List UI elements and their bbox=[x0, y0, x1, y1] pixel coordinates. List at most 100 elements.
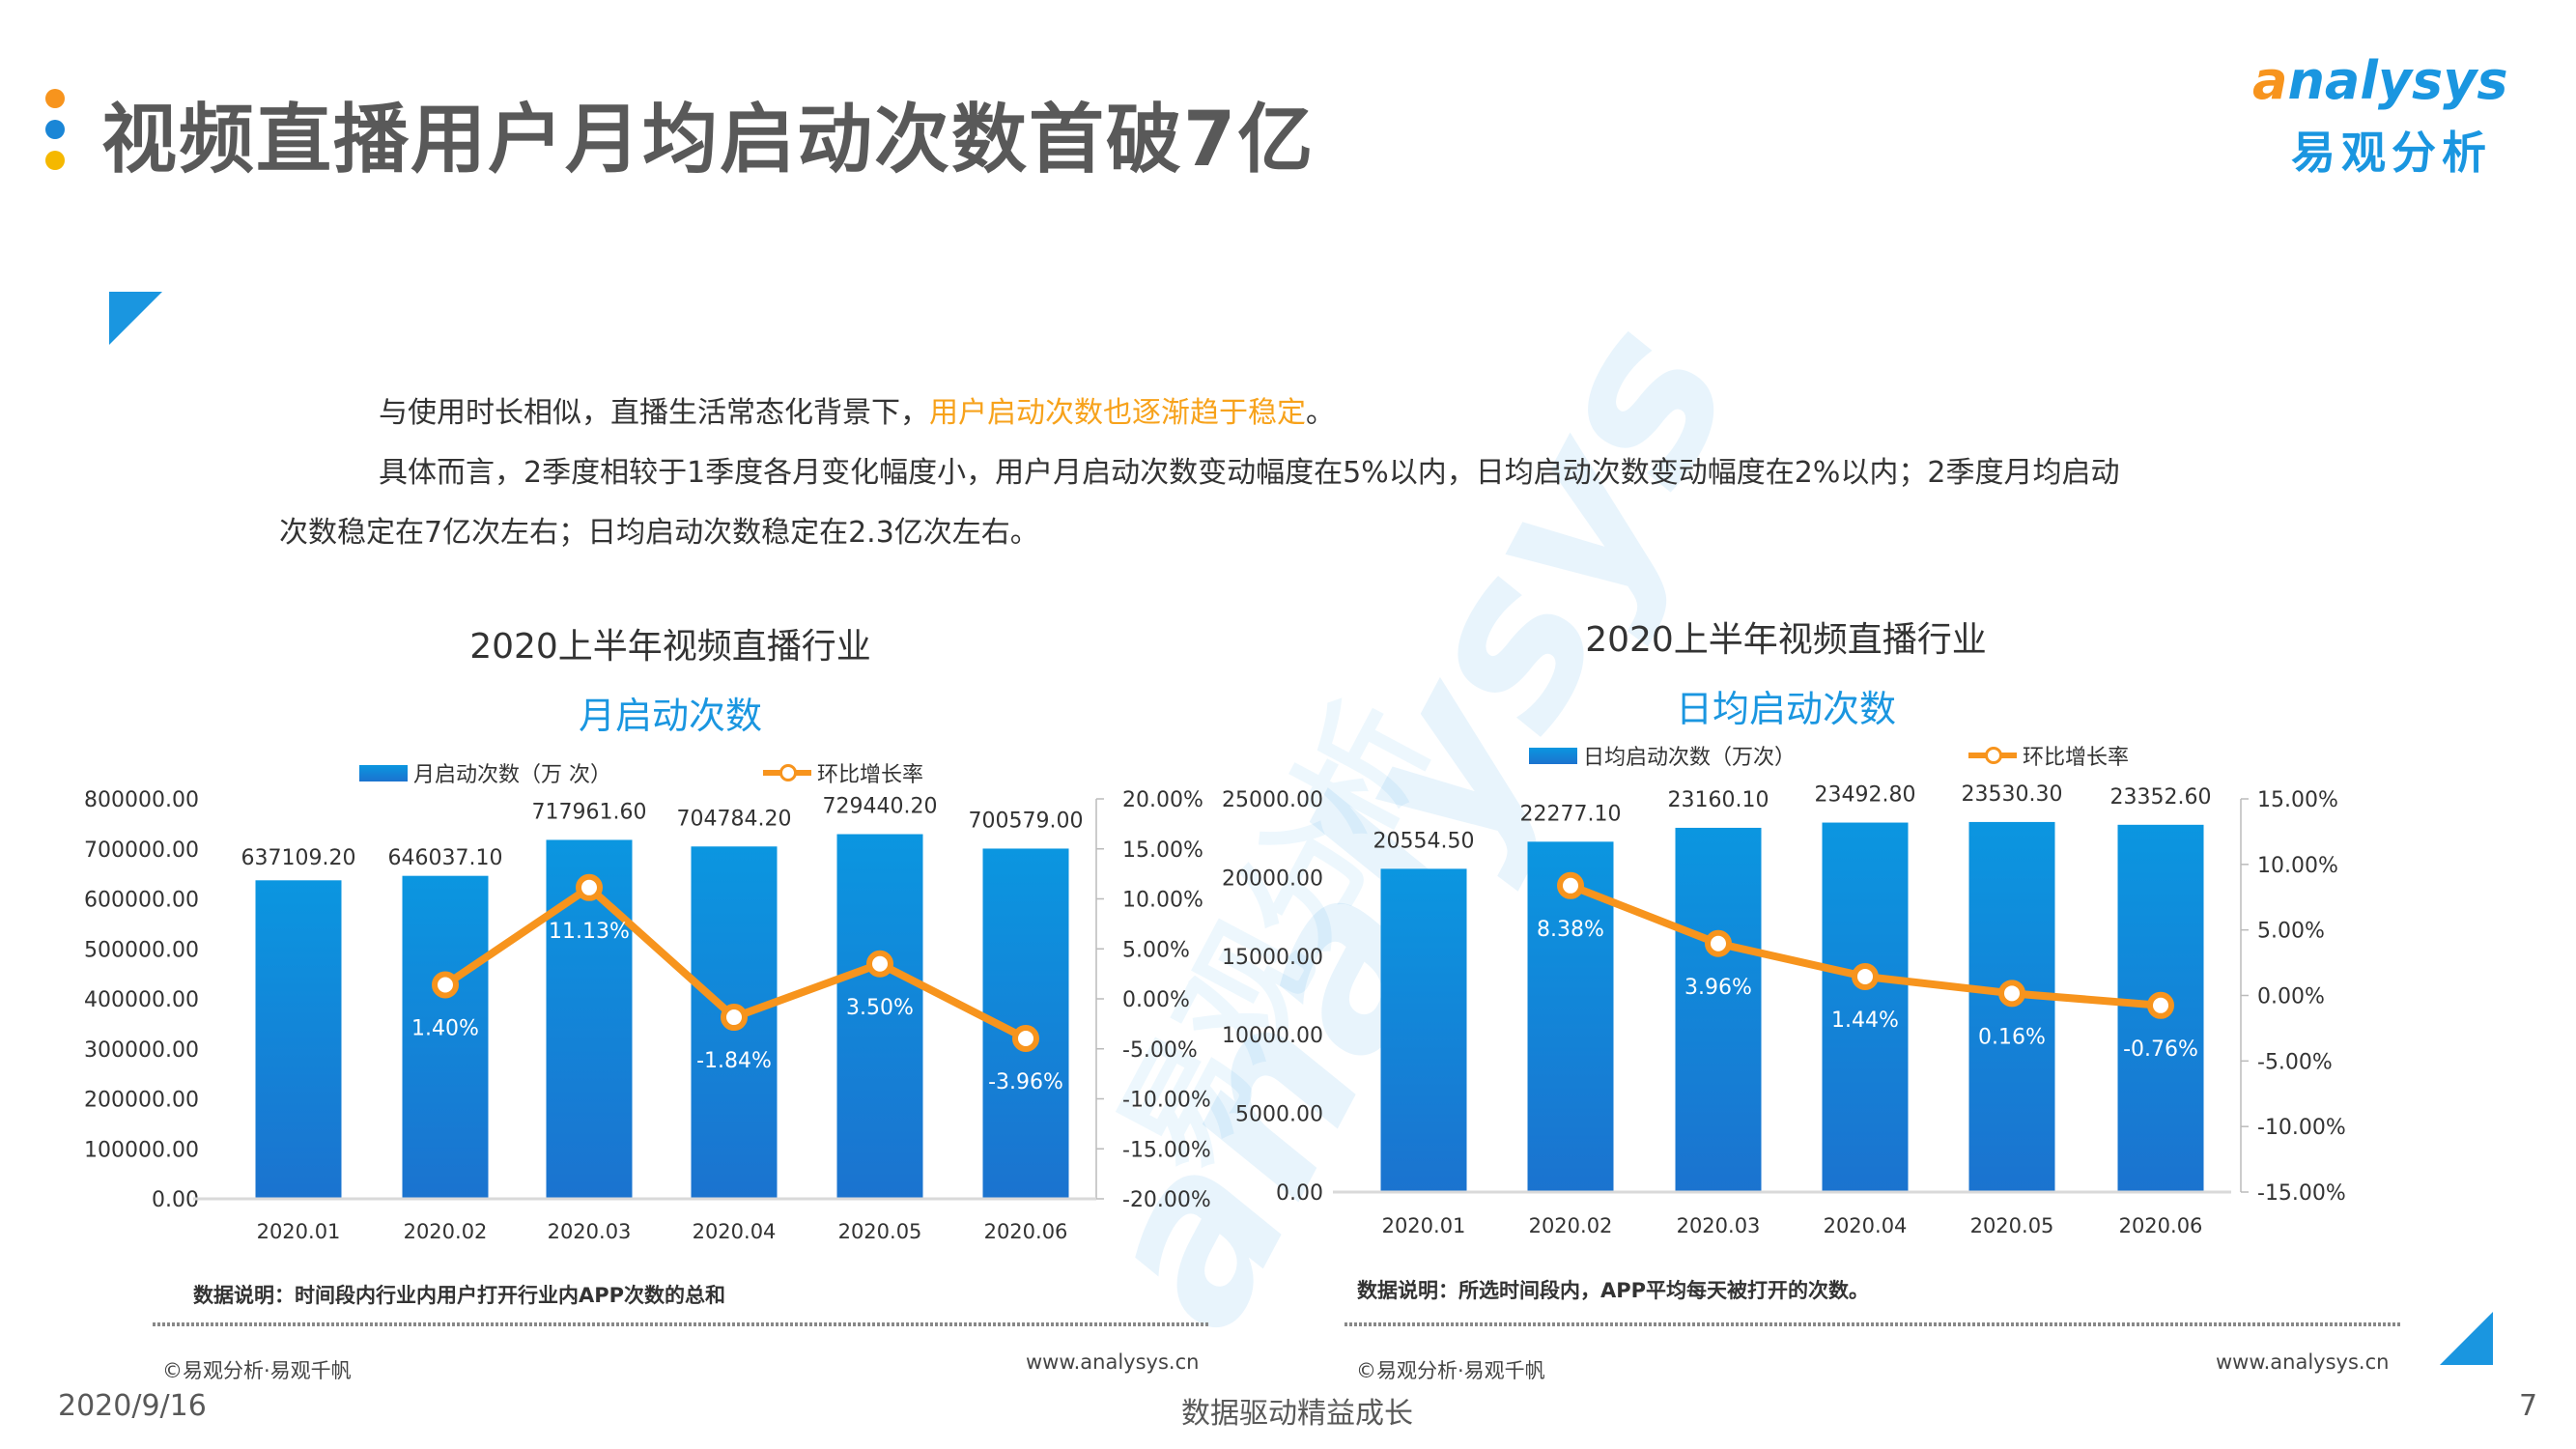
svg-text:3.50%: 3.50% bbox=[846, 996, 914, 1020]
svg-text:20554.50: 20554.50 bbox=[1373, 829, 1475, 853]
svg-text:-5.00%: -5.00% bbox=[1122, 1038, 1198, 1063]
svg-text:23492.80: 23492.80 bbox=[1815, 783, 1916, 808]
svg-text:20000.00: 20000.00 bbox=[1222, 867, 1323, 891]
bar bbox=[1675, 827, 1762, 1192]
svg-text:2020.01: 2020.01 bbox=[1382, 1214, 1466, 1237]
left-combo-chart: 800000.00 700000.00 600000.00 500000.00 4000… bbox=[84, 788, 1211, 1243]
svg-text:700000.00: 700000.00 bbox=[84, 838, 199, 863]
legend-label: 月启动次数（万 次） bbox=[413, 763, 611, 787]
svg-text:10.00%: 10.00% bbox=[2257, 854, 2338, 878]
line-point-marker bbox=[576, 873, 603, 901]
left-data-note: 数据说明：时间段内行业内用户打开行业内APP次数的总和 bbox=[193, 1284, 726, 1307]
svg-text:8.38%: 8.38% bbox=[1537, 918, 1604, 942]
svg-text:-15.00%: -15.00% bbox=[2257, 1181, 2346, 1206]
svg-text:800000.00: 800000.00 bbox=[84, 788, 199, 812]
bar-swatch-icon bbox=[359, 764, 408, 781]
svg-text:-10.00%: -10.00% bbox=[1122, 1089, 1211, 1113]
page-title: 视频直播用户月均启动次数首破7亿 bbox=[101, 97, 1316, 184]
svg-text:0.00%: 0.00% bbox=[1122, 988, 1190, 1012]
svg-text:20.00%: 20.00% bbox=[1122, 788, 1203, 812]
svg-text:-0.76%: -0.76% bbox=[2123, 1037, 2198, 1062]
svg-text:10000.00: 10000.00 bbox=[1222, 1024, 1323, 1048]
svg-text:600000.00: 600000.00 bbox=[84, 889, 199, 913]
right-copyright: ©易观分析·易观千帆 bbox=[1356, 1359, 1545, 1382]
bullet-dot-blue bbox=[45, 120, 65, 139]
svg-text:2020.03: 2020.03 bbox=[1677, 1214, 1761, 1237]
line-point-marker bbox=[1852, 962, 1879, 990]
right-legend-bar: 日均启动次数（万次） bbox=[1529, 740, 1796, 771]
legend-label: 环比增长率 bbox=[817, 763, 924, 787]
left-website-link[interactable]: www.analysys.cn bbox=[1026, 1350, 1200, 1374]
line-point-marker bbox=[1998, 980, 2025, 1008]
bar bbox=[255, 880, 342, 1199]
summary-line-3: 次数稳定在7亿次左右；日均启动次数稳定在2.3亿次左右。 bbox=[279, 516, 1039, 550]
bar bbox=[1380, 868, 1467, 1192]
svg-text:700579.00: 700579.00 bbox=[969, 809, 1084, 833]
svg-text:-3.96%: -3.96% bbox=[988, 1070, 1063, 1094]
summary-line-1: 与使用时长相似，直播生活常态化背景下，用户启动次数也逐渐趋于稳定。 bbox=[379, 388, 1335, 431]
svg-text:0.00%: 0.00% bbox=[2257, 985, 2325, 1009]
bar bbox=[836, 834, 923, 1199]
svg-text:-15.00%: -15.00% bbox=[1122, 1138, 1211, 1162]
summary-text: 。 bbox=[1306, 396, 1335, 430]
legend-label: 日均启动次数（万次） bbox=[1583, 746, 1797, 770]
svg-text:100000.00: 100000.00 bbox=[84, 1138, 199, 1162]
svg-text:300000.00: 300000.00 bbox=[84, 1038, 199, 1063]
bullet-dot-yellow bbox=[45, 151, 65, 170]
corner-triangle-icon bbox=[2440, 1312, 2493, 1365]
corner-triangle-icon bbox=[109, 292, 162, 345]
svg-text:400000.00: 400000.00 bbox=[84, 988, 199, 1012]
svg-text:717961.60: 717961.60 bbox=[532, 800, 647, 824]
bullet-dot-orange bbox=[45, 89, 65, 108]
legend-label: 环比增长率 bbox=[2023, 746, 2130, 770]
svg-text:2020.05: 2020.05 bbox=[838, 1220, 922, 1243]
left-copyright: ©易观分析·易观千帆 bbox=[162, 1359, 352, 1382]
left-chart-title: 2020上半年视频直播行业 bbox=[469, 627, 871, 667]
page-number: 7 bbox=[2519, 1389, 2538, 1423]
footer-date: 2020/9/16 bbox=[58, 1389, 207, 1423]
svg-text:200000.00: 200000.00 bbox=[84, 1089, 199, 1113]
right-data-note: 数据说明：所选时间段内，APP平均每天被打开的次数。 bbox=[1357, 1279, 1870, 1302]
svg-text:11.13%: 11.13% bbox=[549, 920, 630, 944]
svg-text:10.00%: 10.00% bbox=[1122, 889, 1203, 913]
svg-text:2020.01: 2020.01 bbox=[257, 1220, 341, 1243]
svg-text:2020.06: 2020.06 bbox=[984, 1220, 1068, 1243]
bar bbox=[1822, 822, 1909, 1192]
bar bbox=[402, 875, 489, 1199]
svg-text:2020.04: 2020.04 bbox=[1824, 1214, 1908, 1237]
line-point-marker bbox=[1557, 871, 1584, 899]
right-dotted-divider bbox=[1345, 1322, 2402, 1326]
svg-text:15000.00: 15000.00 bbox=[1222, 946, 1323, 970]
svg-text:-10.00%: -10.00% bbox=[2257, 1116, 2346, 1140]
right-legend-line: 环比增长率 bbox=[1968, 740, 2129, 771]
summary-highlight: 用户启动次数也逐渐趋于稳定 bbox=[929, 396, 1306, 430]
svg-text:23160.10: 23160.10 bbox=[1668, 788, 1769, 812]
line-marker-icon bbox=[763, 764, 811, 781]
logo-chinese: 易观分析 bbox=[2291, 127, 2492, 179]
svg-text:3.96%: 3.96% bbox=[1684, 976, 1752, 1000]
svg-text:25000.00: 25000.00 bbox=[1222, 788, 1323, 812]
svg-text:-20.00%: -20.00% bbox=[1122, 1188, 1211, 1212]
right-website-link[interactable]: www.analysys.cn bbox=[2216, 1350, 2390, 1374]
svg-text:22277.10: 22277.10 bbox=[1520, 802, 1622, 826]
svg-text:5000.00: 5000.00 bbox=[1235, 1103, 1323, 1127]
logo-wordmark: analysys bbox=[2252, 50, 2508, 111]
svg-text:23352.60: 23352.60 bbox=[2110, 785, 2212, 810]
svg-text:23530.30: 23530.30 bbox=[1962, 782, 2063, 807]
svg-text:1.44%: 1.44% bbox=[1831, 1009, 1899, 1033]
svg-text:729440.20: 729440.20 bbox=[823, 795, 938, 819]
svg-text:0.00: 0.00 bbox=[1276, 1181, 1323, 1206]
svg-text:704784.20: 704784.20 bbox=[677, 807, 792, 831]
svg-text:637109.20: 637109.20 bbox=[241, 846, 356, 870]
svg-text:-1.84%: -1.84% bbox=[696, 1049, 772, 1073]
svg-text:2020.02: 2020.02 bbox=[404, 1220, 488, 1243]
svg-text:2020.03: 2020.03 bbox=[548, 1220, 632, 1243]
bar bbox=[1968, 821, 2055, 1192]
right-combo-chart: 25000.00 20000.00 15000.00 10000.00 5000.00 0… bbox=[1222, 782, 2346, 1237]
svg-text:15.00%: 15.00% bbox=[1122, 838, 1203, 863]
left-dotted-divider bbox=[153, 1322, 1210, 1326]
svg-text:1.40%: 1.40% bbox=[411, 1017, 479, 1041]
svg-text:646037.10: 646037.10 bbox=[388, 846, 503, 870]
svg-text:2020.06: 2020.06 bbox=[2119, 1214, 2203, 1237]
logo-text: nalysys bbox=[2287, 50, 2508, 111]
